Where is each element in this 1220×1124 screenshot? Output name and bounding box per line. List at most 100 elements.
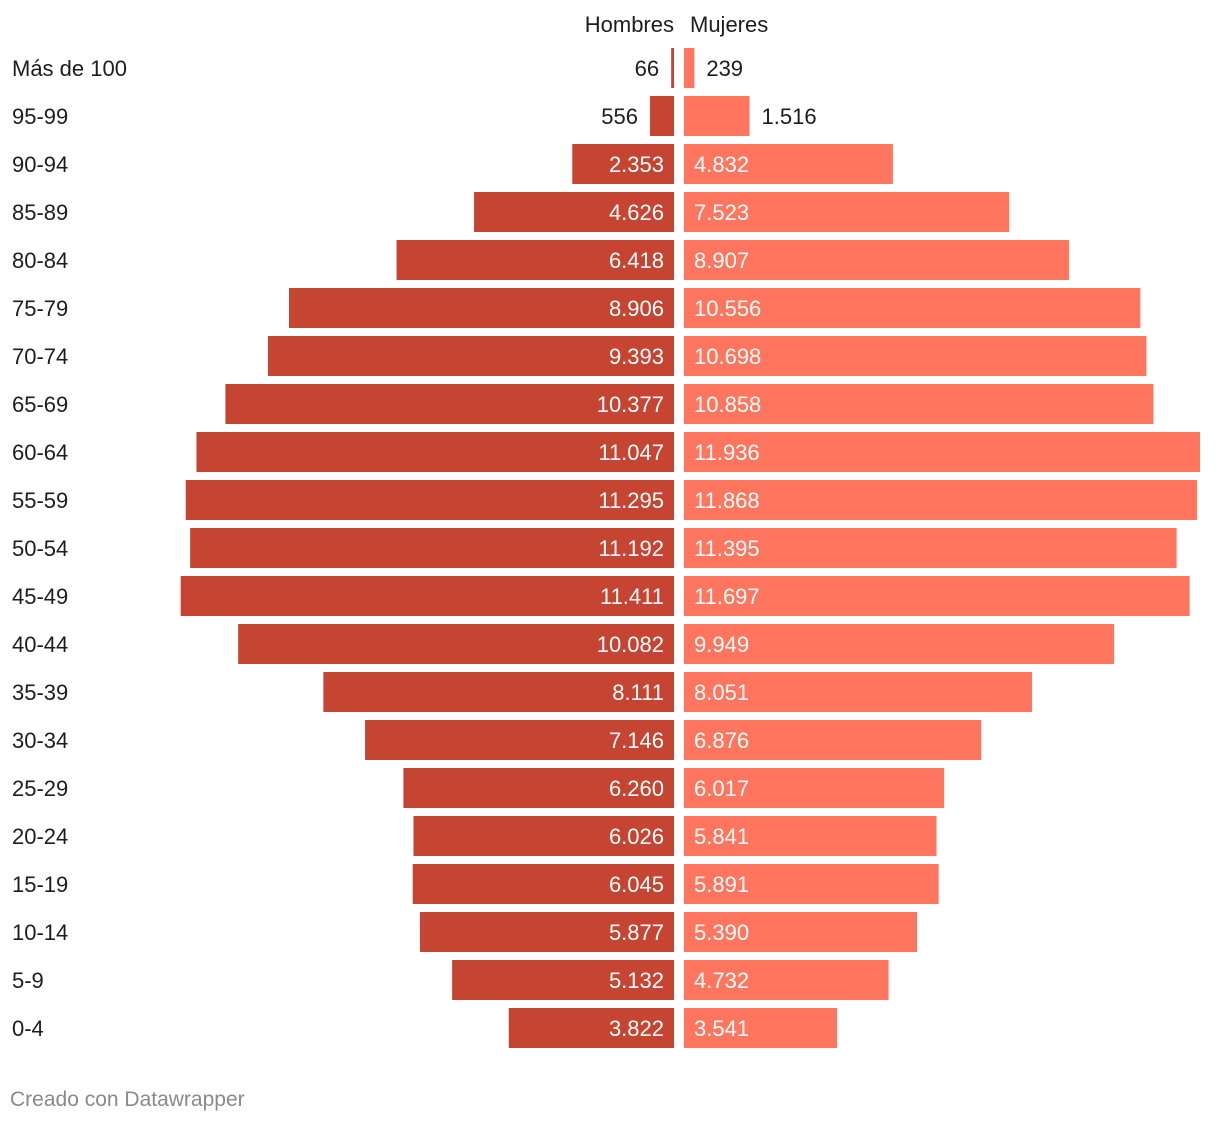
value-label-mujeres: 4.832 [694, 152, 749, 177]
bar-mujeres [684, 384, 1154, 424]
bar-hombres [452, 960, 674, 1000]
bar-hombres [196, 432, 674, 472]
category-label: 25-29 [12, 776, 68, 801]
bar-mujeres [684, 576, 1190, 616]
bar-hombres [190, 528, 674, 568]
value-label-mujeres: 8.051 [694, 680, 749, 705]
value-label-mujeres: 11.697 [694, 584, 760, 609]
value-label-mujeres: 5.841 [694, 824, 749, 849]
category-label: 55-59 [12, 488, 68, 513]
value-label-hombres: 11.192 [598, 536, 664, 561]
value-label-hombres: 10.082 [597, 632, 664, 657]
bar-mujeres [684, 96, 750, 136]
value-label-hombres: 11.411 [600, 584, 664, 609]
bar-hombres [572, 144, 674, 184]
bar-hombres [288, 288, 674, 328]
bar-hombres [267, 336, 674, 376]
bar-mujeres [684, 864, 939, 904]
value-label-hombres: 5.877 [609, 920, 664, 945]
value-label-hombres: 11.295 [598, 488, 664, 513]
category-label: Más de 100 [12, 56, 127, 81]
value-label-hombres: 2.353 [609, 152, 664, 177]
value-label-hombres: 6.026 [609, 824, 664, 849]
bar-hombres [403, 768, 674, 808]
bar-mujeres [684, 624, 1115, 664]
value-label-hombres: 11.047 [598, 440, 664, 465]
bar-hombres [180, 576, 674, 616]
category-label: 20-24 [12, 824, 68, 849]
category-label: 40-44 [12, 632, 68, 657]
bar-mujeres [684, 672, 1033, 712]
value-label-mujeres: 1.516 [762, 104, 817, 129]
value-label-hombres: 6.260 [609, 776, 664, 801]
value-label-mujeres: 10.858 [694, 392, 761, 417]
value-label-mujeres: 7.523 [694, 200, 749, 225]
value-label-hombres: 10.377 [597, 392, 664, 417]
category-label: 85-89 [12, 200, 68, 225]
category-label: 30-34 [12, 728, 68, 753]
value-label-mujeres: 11.868 [694, 488, 760, 513]
category-label: 0-4 [12, 1016, 44, 1041]
bar-mujeres [684, 240, 1070, 280]
bar-mujeres [684, 144, 893, 184]
value-label-mujeres: 6.017 [694, 776, 749, 801]
value-label-mujeres: 5.390 [694, 920, 749, 945]
bar-mujeres [684, 192, 1010, 232]
category-label: 45-49 [12, 584, 68, 609]
value-label-hombres: 3.822 [609, 1016, 664, 1041]
bar-hombres [413, 816, 674, 856]
category-label: 5-9 [12, 968, 44, 993]
legend-mujeres: Mujeres [690, 12, 768, 37]
bar-hombres [396, 240, 674, 280]
category-label: 70-74 [12, 344, 68, 369]
bar-mujeres [684, 768, 945, 808]
value-label-hombres: 7.146 [609, 728, 664, 753]
bar-mujeres [684, 48, 695, 88]
category-label: 10-14 [12, 920, 68, 945]
bar-mujeres [684, 960, 889, 1000]
bar-mujeres [684, 1008, 838, 1048]
value-label-hombres: 8.111 [612, 680, 664, 705]
bar-mujeres [684, 528, 1177, 568]
value-label-hombres: 556 [601, 104, 638, 129]
value-label-hombres: 6.045 [609, 872, 664, 897]
category-label: 65-69 [12, 392, 68, 417]
value-label-hombres: 9.393 [609, 344, 664, 369]
bar-hombres [474, 192, 674, 232]
value-label-mujeres: 239 [706, 56, 743, 81]
value-label-mujeres: 10.556 [694, 296, 761, 321]
value-label-mujeres: 10.698 [694, 344, 761, 369]
credit-footer: Creado con Datawrapper [10, 1088, 245, 1111]
bar-hombres [508, 1008, 674, 1048]
value-label-mujeres: 9.949 [694, 632, 749, 657]
bar-hombres [671, 48, 674, 88]
bar-mujeres [684, 288, 1141, 328]
category-label: 15-19 [12, 872, 68, 897]
bar-hombres [225, 384, 674, 424]
category-label: 35-39 [12, 680, 68, 705]
category-label: 80-84 [12, 248, 68, 273]
bar-hombres [323, 672, 674, 712]
category-label: 75-79 [12, 296, 68, 321]
value-label-mujeres: 8.907 [694, 248, 749, 273]
value-label-mujeres: 5.891 [694, 872, 749, 897]
bar-hombres [649, 96, 674, 136]
value-label-mujeres: 3.541 [694, 1016, 749, 1041]
legend-hombres: Hombres [585, 12, 674, 37]
value-label-mujeres: 4.732 [694, 968, 749, 993]
value-label-hombres: 6.418 [609, 248, 664, 273]
value-label-mujeres: 6.876 [694, 728, 749, 753]
bar-hombres [185, 480, 674, 520]
value-label-hombres: 8.906 [609, 296, 664, 321]
bar-mujeres [684, 432, 1200, 472]
bar-hombres [412, 864, 674, 904]
bar-mujeres [684, 480, 1198, 520]
value-label-hombres: 66 [635, 56, 659, 81]
category-label: 90-94 [12, 152, 68, 177]
value-label-mujeres: 11.395 [694, 536, 760, 561]
category-label: 50-54 [12, 536, 68, 561]
bar-hombres [238, 624, 674, 664]
bar-mujeres [684, 720, 982, 760]
bar-hombres [365, 720, 674, 760]
